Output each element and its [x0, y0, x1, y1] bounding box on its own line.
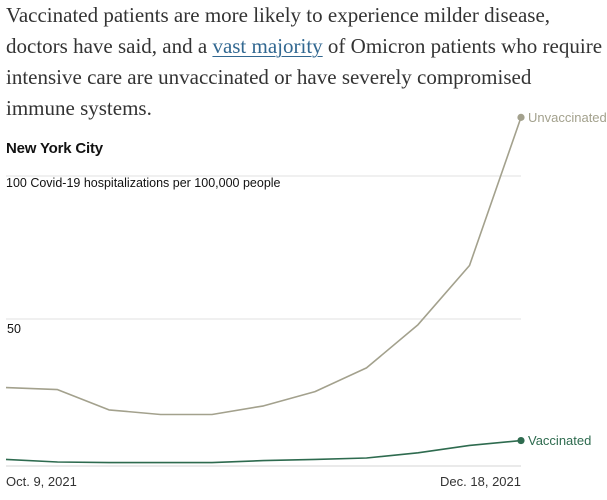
- unvaccinated-end-dot: [517, 113, 525, 121]
- chart-title: New York City: [6, 140, 103, 157]
- vast-majority-link[interactable]: vast majority: [212, 34, 323, 58]
- unvaccinated-line: [5, 117, 522, 416]
- x-tick-label-start: Oct. 9, 2021: [6, 474, 77, 489]
- vaccinated-line: [5, 439, 522, 464]
- y-tick-label-50: 50: [7, 322, 21, 336]
- y-axis-label: 100 Covid-19 hospitalizations per 100,00…: [6, 176, 281, 190]
- article-paragraph: Vaccinated patients are more likely to e…: [6, 0, 604, 124]
- unvaccinated-series-label: Unvaccinated: [528, 110, 607, 125]
- vaccinated-series-label: Vaccinated: [528, 433, 591, 448]
- paragraph-text-end: of Omicron patients who require intensiv…: [6, 34, 603, 120]
- vaccinated-end-dot: [517, 436, 525, 445]
- paragraph-text-start: Vaccinated patients are more likely to e…: [6, 3, 551, 58]
- x-tick-label-end: Dec. 18, 2021: [440, 474, 521, 489]
